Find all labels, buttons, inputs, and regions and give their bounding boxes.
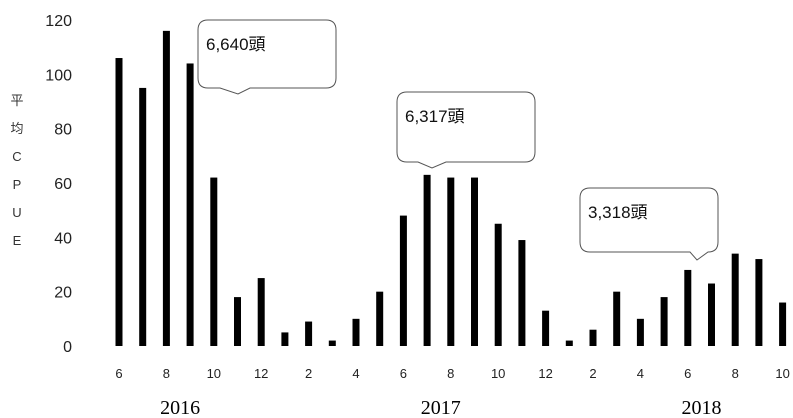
year-label: 2017	[421, 397, 461, 418]
bar	[162, 30, 170, 346]
bar	[636, 318, 644, 346]
bar	[376, 291, 384, 346]
x-tick-label: 10	[775, 366, 789, 381]
bar	[115, 58, 123, 347]
y-axis-ticks: 0 20 40 60 80 100 120	[45, 13, 72, 356]
x-tick-label: 10	[207, 366, 221, 381]
annotation-callout: 6,640頭	[197, 19, 337, 95]
y-axis-label-char: 均	[10, 121, 23, 136]
callout-text: 6,317頭	[405, 107, 465, 126]
bar	[542, 310, 550, 346]
bar	[257, 278, 265, 346]
y-tick-label: 80	[54, 122, 72, 139]
x-tick-label: 12	[254, 366, 268, 381]
bar	[518, 240, 526, 346]
callout-bubble	[579, 187, 719, 261]
y-tick-label: 20	[54, 285, 72, 302]
bar	[731, 253, 739, 346]
y-axis-label-char: E	[13, 233, 22, 248]
y-tick-label: 40	[54, 230, 72, 247]
callout-bubble	[396, 91, 536, 169]
bar	[234, 297, 241, 346]
bar	[494, 223, 502, 346]
bar	[565, 340, 573, 346]
bar	[210, 177, 218, 346]
x-tick-label: 4	[637, 366, 644, 381]
y-axis-label-char: 平	[10, 93, 23, 108]
callout-text: 3,318頭	[588, 203, 648, 222]
year-label: 2018	[682, 397, 722, 418]
bar	[684, 269, 692, 346]
x-tick-label: 2	[589, 366, 596, 381]
bar	[399, 215, 407, 346]
bar	[755, 259, 763, 346]
bar	[423, 174, 431, 346]
y-tick-label: 120	[45, 13, 72, 30]
x-axis-ticks: 6 8 10 12 2 4 6 8 10 12 2 4 6 8 10	[115, 366, 789, 381]
x-tick-label: 6	[400, 366, 407, 381]
y-tick-label: 100	[45, 67, 72, 84]
x-tick-label: 8	[163, 366, 170, 381]
bar	[660, 297, 668, 346]
bar	[589, 329, 597, 346]
year-label: 2016	[160, 397, 200, 418]
bar	[186, 63, 194, 346]
bar	[352, 318, 360, 346]
bars	[115, 30, 787, 347]
x-tick-label: 6	[115, 366, 122, 381]
x-tick-label: 2	[305, 366, 312, 381]
callout-bubble	[197, 19, 337, 95]
y-tick-label: 0	[63, 339, 72, 356]
bar	[708, 283, 715, 346]
x-tick-label: 8	[732, 366, 739, 381]
callout-text: 6,640頭	[206, 35, 266, 54]
bar	[471, 177, 478, 346]
bar	[328, 340, 336, 346]
bar	[447, 177, 455, 346]
x-tick-label: 10	[491, 366, 505, 381]
y-axis-label-char: C	[12, 149, 21, 164]
y-axis-label-char: U	[12, 205, 21, 220]
bar	[613, 291, 621, 346]
x-tick-label: 12	[538, 366, 552, 381]
bar	[281, 332, 289, 346]
y-tick-label: 60	[54, 176, 72, 193]
bar	[305, 321, 313, 346]
annotation-callout: 6,317頭	[396, 91, 536, 169]
callouts: 6,640頭 6,317頭 3,318頭	[197, 19, 719, 261]
year-labels: 2016 2017 2018	[160, 397, 721, 418]
bar	[779, 302, 787, 346]
x-tick-label: 6	[684, 366, 691, 381]
annotation-callout: 3,318頭	[579, 187, 719, 261]
x-tick-label: 4	[352, 366, 359, 381]
x-tick-label: 8	[447, 366, 454, 381]
bar	[139, 87, 147, 347]
y-axis-label-char: P	[13, 177, 22, 192]
